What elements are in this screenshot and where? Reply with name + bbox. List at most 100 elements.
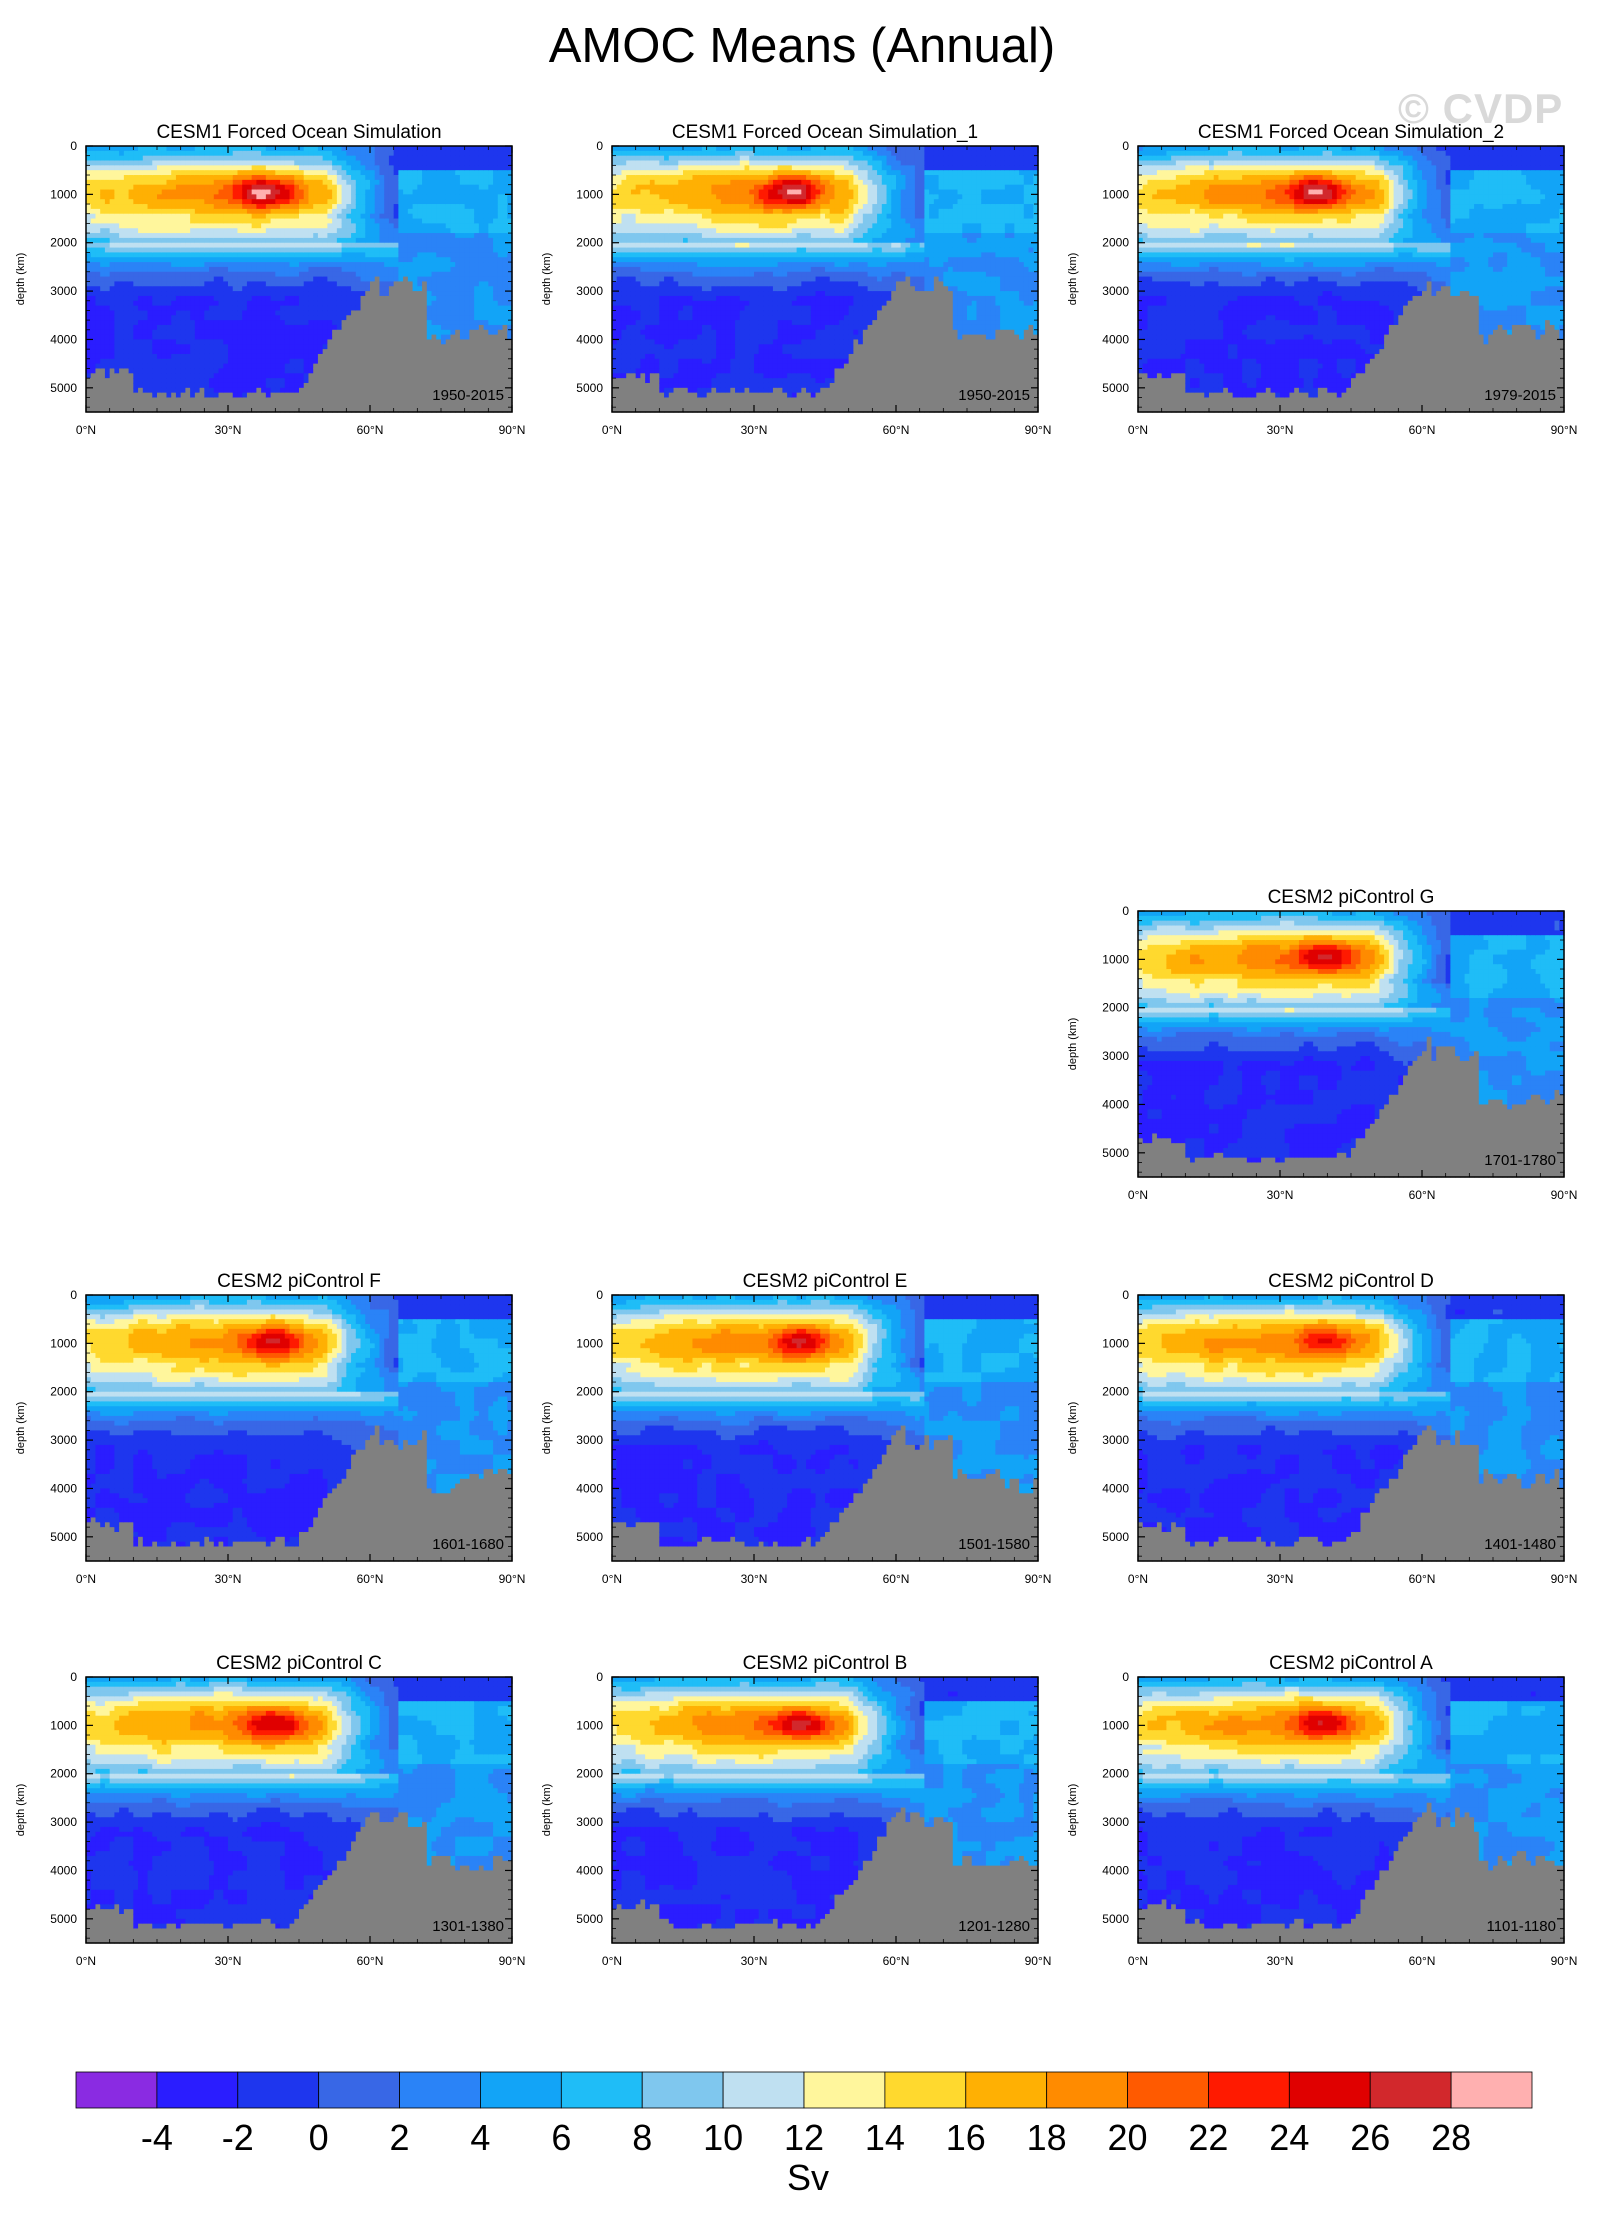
colorbar-label: 8 <box>632 2117 652 2158</box>
y-tick-label: 4000 <box>1102 332 1129 346</box>
heatmap-field <box>86 146 513 413</box>
y-tick-label: 0 <box>70 139 77 153</box>
y-tick-label: 2000 <box>1102 1385 1129 1399</box>
x-tick-label: 90°N <box>1025 1572 1052 1586</box>
period-label: 1301-1380 <box>432 1918 504 1935</box>
y-tick-label: 1000 <box>1102 1336 1129 1350</box>
x-tick-label: 60°N <box>1409 1572 1436 1586</box>
y-tick-label: 0 <box>1122 139 1129 153</box>
period-label: 1979-2015 <box>1484 387 1556 404</box>
amoc-chart: CESM2 piControl A 0 1000 2000 3000 4000 5000 0°… <box>1067 1653 1577 1968</box>
y-tick-label: 2000 <box>576 1767 603 1781</box>
panel-title: CESM1 Forced Ocean Simulation_1 <box>672 122 978 143</box>
y-tick-label: 5000 <box>1102 1912 1129 1926</box>
x-tick-label: 90°N <box>1025 423 1052 437</box>
y-tick-label: 0 <box>596 139 603 153</box>
y-tick-label: 1000 <box>576 187 603 201</box>
x-tick-label: 30°N <box>1267 1188 1294 1202</box>
panel-title: CESM2 piControl E <box>743 1271 908 1292</box>
y-tick-label: 1000 <box>1102 187 1129 201</box>
colorbar-label: -4 <box>141 2117 173 2158</box>
x-tick-label: 90°N <box>1025 1954 1052 1968</box>
period-label: 1101-1180 <box>1486 1918 1556 1935</box>
y-tick-label: 1000 <box>576 1336 603 1350</box>
panel-cesm1-forced: CESM1 Forced Ocean Simulation 0 1000 2000 30… <box>0 112 531 472</box>
y-tick-label: 4000 <box>50 1863 77 1877</box>
y-tick-label: 3000 <box>576 1815 603 1829</box>
heatmap-field <box>86 1677 513 1944</box>
panel-picontrol-a: CESM2 piControl A 0 1000 2000 3000 4000 5000 0°… <box>1052 1643 1583 2003</box>
colorbar-swatch <box>1450 2071 1533 2109</box>
y-axis-label: depth (km) <box>541 1784 553 1837</box>
y-tick-label: 1000 <box>50 187 77 201</box>
y-tick-label: 1000 <box>50 1718 77 1732</box>
y-tick-label: 4000 <box>576 1863 603 1877</box>
period-label: 1201-1280 <box>958 1918 1030 1935</box>
colorbar-label: 16 <box>946 2117 986 2158</box>
amoc-chart: CESM2 piControl C 0 1000 2000 3000 4000 5000 0°… <box>15 1653 526 1968</box>
heatmap-field <box>612 146 1039 413</box>
x-tick-label: 0°N <box>76 423 96 437</box>
figure-title: AMOC Means (Annual) <box>0 18 1604 74</box>
panel-cesm1-forced-2: CESM1 Forced Ocean Simulation_2 0 1000 2000… <box>1052 112 1583 472</box>
panel-title: CESM2 piControl C <box>216 1653 382 1674</box>
y-tick-label: 2000 <box>50 236 77 250</box>
panel-title: CESM2 piControl G <box>1268 887 1435 908</box>
y-tick-label: 0 <box>70 1670 77 1684</box>
y-tick-label: 3000 <box>50 1433 77 1447</box>
y-tick-label: 1000 <box>50 1336 77 1350</box>
y-axis-label: depth (km) <box>15 1784 27 1837</box>
amoc-chart: CESM2 piControl D 0 1000 2000 3000 4000 5000 0°… <box>1067 1271 1577 1586</box>
heatmap-field <box>1138 146 1565 413</box>
amoc-chart: CESM2 piControl E 0 1000 2000 3000 4000 5000 0°… <box>541 1271 1052 1586</box>
y-tick-label: 0 <box>596 1288 603 1302</box>
amoc-chart: CESM2 piControl F 0 1000 2000 3000 4000 5000 0°… <box>15 1271 525 1586</box>
y-tick-label: 0 <box>1122 1670 1129 1684</box>
colorbar-label: 0 <box>309 2117 329 2158</box>
x-tick-label: 30°N <box>741 1954 768 1968</box>
colorbar-swatch <box>1046 2071 1128 2109</box>
y-axis-label: depth (km) <box>1067 253 1079 306</box>
heatmap-field <box>1138 1295 1565 1562</box>
y-tick-label: 3000 <box>50 284 77 298</box>
x-tick-label: 90°N <box>499 423 526 437</box>
heatmap-field <box>612 1677 1039 1944</box>
y-tick-label: 0 <box>1122 904 1129 918</box>
y-tick-label: 1000 <box>1102 1718 1129 1732</box>
y-tick-label: 3000 <box>576 1433 603 1447</box>
colorbar-label: 6 <box>551 2117 571 2158</box>
y-tick-label: 4000 <box>576 332 603 346</box>
colorbar-swatch <box>1288 2071 1371 2109</box>
colorbar-label: 24 <box>1269 2117 1309 2158</box>
y-axis-label: depth (km) <box>541 253 553 306</box>
period-label: 1401-1480 <box>1484 1536 1556 1553</box>
y-tick-label: 5000 <box>576 1530 603 1544</box>
x-tick-label: 90°N <box>1551 1188 1578 1202</box>
y-tick-label: 0 <box>596 1670 603 1684</box>
y-tick-label: 1000 <box>576 1718 603 1732</box>
colorbar-swatch <box>560 2071 643 2109</box>
panel-title: CESM1 Forced Ocean Simulation <box>156 122 441 143</box>
period-label: 1501-1580 <box>958 1536 1030 1553</box>
x-tick-label: 90°N <box>499 1954 526 1968</box>
period-label: 1601-1680 <box>432 1536 504 1553</box>
colorbar-label: 4 <box>470 2117 490 2158</box>
y-tick-label: 4000 <box>50 332 77 346</box>
colorbar-label: 20 <box>1108 2117 1148 2158</box>
panel-picontrol-d: CESM2 piControl D 0 1000 2000 3000 4000 5000 0°… <box>1052 1261 1583 1621</box>
colorbar-label: 18 <box>1027 2117 1067 2158</box>
y-tick-label: 0 <box>70 1288 77 1302</box>
y-tick-label: 2000 <box>1102 236 1129 250</box>
x-tick-label: 0°N <box>1128 1572 1148 1586</box>
y-tick-label: 3000 <box>576 284 603 298</box>
x-tick-label: 90°N <box>1551 423 1578 437</box>
amoc-chart: CESM1 Forced Ocean Simulation 0 1000 2000 30… <box>15 122 526 437</box>
y-tick-label: 4000 <box>1102 1481 1129 1495</box>
panel-picontrol-e: CESM2 piControl E 0 1000 2000 3000 4000 5000 0°… <box>526 1261 1057 1621</box>
y-tick-label: 2000 <box>50 1385 77 1399</box>
panel-title: CESM2 piControl A <box>1269 1653 1433 1674</box>
colorbar-label: 26 <box>1350 2117 1390 2158</box>
colorbar-swatch <box>75 2071 158 2109</box>
y-tick-label: 3000 <box>1102 284 1129 298</box>
